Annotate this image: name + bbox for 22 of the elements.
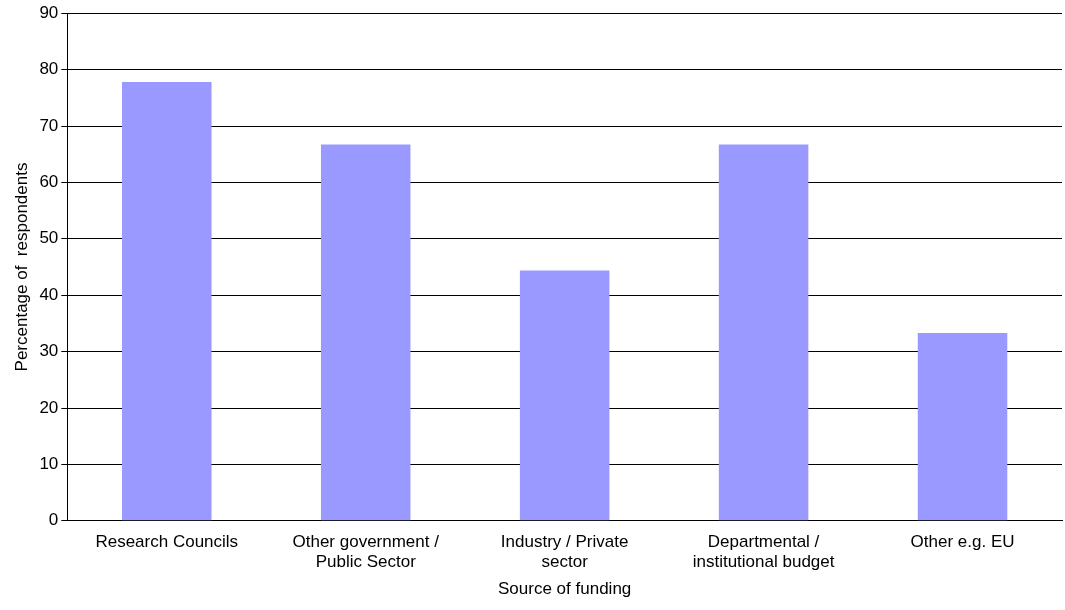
x-tick-label: Other e.g. EU [910, 531, 1015, 551]
x-axis-title: Source of funding [498, 579, 632, 599]
bar [917, 332, 1008, 521]
x-tick-label: Other government / Public Sector [292, 531, 440, 572]
y-tick-label: 20 [39, 397, 59, 417]
y-tick-label: 0 [48, 510, 59, 530]
y-tick-label: 10 [39, 454, 59, 474]
y-tick-label: 90 [39, 2, 59, 22]
y-tick-label: 50 [39, 228, 59, 248]
bar [519, 270, 610, 521]
x-tick-label: Industry / Private sector [500, 531, 629, 572]
y-tick-label: 40 [39, 284, 59, 304]
y-axis-title: Percentage of respondents [11, 162, 31, 372]
y-tick-label: 70 [39, 115, 59, 135]
x-tick-label: Departmental / institutional budget [692, 531, 835, 572]
y-tick-label: 30 [39, 341, 59, 361]
bar [718, 144, 809, 521]
x-tick-label: Research Councils [95, 531, 239, 551]
bar [320, 144, 411, 521]
bar [122, 82, 212, 521]
y-tick-label: 60 [39, 172, 59, 192]
y-tick-label: 80 [39, 59, 59, 79]
